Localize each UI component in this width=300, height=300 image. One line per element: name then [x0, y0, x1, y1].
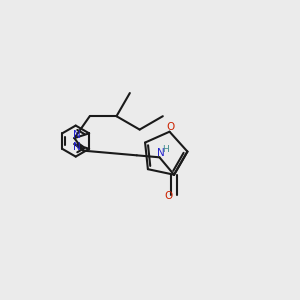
- Text: N: N: [73, 130, 81, 140]
- Text: O: O: [166, 122, 175, 132]
- Text: N: N: [73, 142, 81, 152]
- Text: H: H: [163, 146, 170, 154]
- Text: O: O: [165, 191, 173, 201]
- Text: N: N: [157, 148, 165, 158]
